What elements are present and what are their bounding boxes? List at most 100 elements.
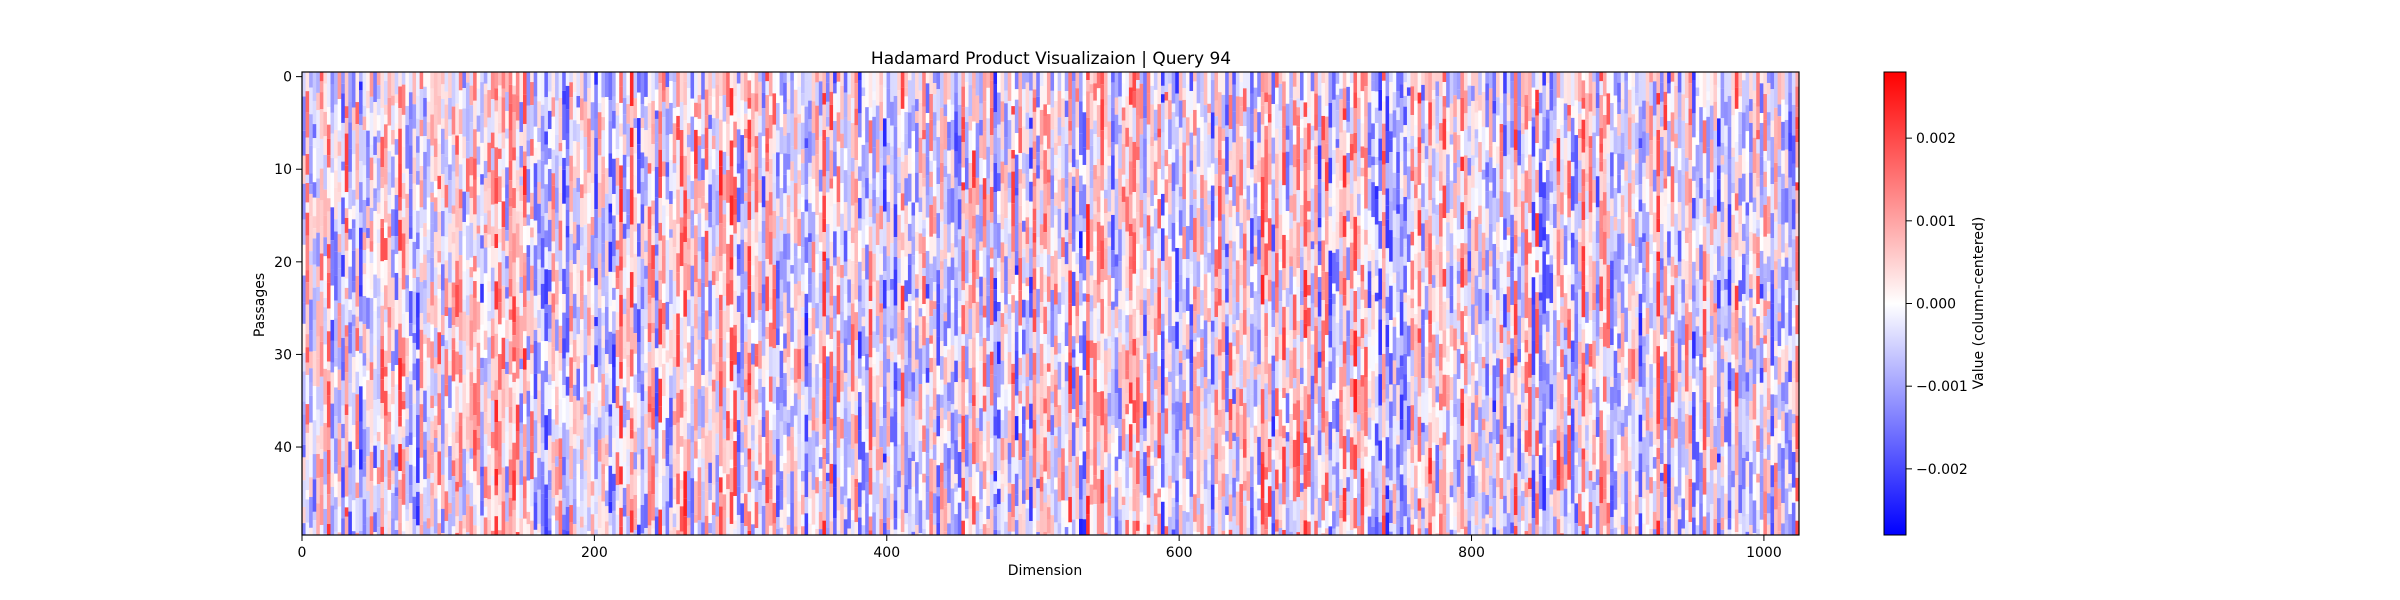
heatmap-cell [701,72,706,100]
heatmap-cell [508,516,513,535]
heatmap-cell [608,416,613,426]
heatmap-cell [808,284,813,303]
heatmap-cell [690,116,695,152]
heatmap-cell [626,189,631,215]
heatmap-cell [644,472,649,494]
heatmap-cell [408,336,413,372]
heatmap-cell [1111,142,1116,156]
heatmap-cell [441,174,445,199]
heatmap-cell [729,381,734,402]
heatmap-cell [629,376,634,408]
heatmap-cell [565,165,570,186]
heatmap-cell [850,510,855,521]
heatmap-cell [865,503,870,533]
heatmap-cell [601,222,606,244]
heatmap-cell [651,466,656,495]
heatmap-cell [915,359,920,369]
heatmap-cell [740,432,745,453]
heatmap-cell [473,471,478,505]
heatmap-cell [366,147,371,179]
heatmap-cell [861,144,866,172]
heatmap-cell [337,155,342,183]
heatmap-cell [615,149,620,158]
heatmap-cell [326,72,331,108]
heatmap-cell [644,156,649,191]
heatmap-cell [416,390,421,415]
heatmap-cell [351,392,356,426]
heatmap-cell [1096,72,1101,89]
heatmap-cell [423,116,428,137]
heatmap-cell [537,457,542,490]
heatmap-cell [1054,477,1059,490]
heatmap-cell [426,357,431,386]
heatmap-cell [786,473,791,505]
heatmap-cell [1025,419,1030,441]
heatmap-cell [344,404,349,416]
heatmap-cell [786,109,791,133]
heatmap-cell [387,226,392,238]
heatmap-cell [925,428,930,454]
heatmap-cell [947,138,952,151]
heatmap-cell [515,211,520,224]
heatmap-cell [448,307,453,328]
heatmap-cell [551,441,556,464]
heatmap-cell [868,120,873,154]
heatmap-cell [1061,304,1066,332]
heatmap-cell [761,72,766,93]
heatmap-cell [922,451,927,474]
heatmap-cell [344,298,349,326]
heatmap-cell [366,206,371,229]
heatmap-cell [986,386,991,406]
heatmap-cell [658,133,663,150]
heatmap-cell [544,304,549,313]
heatmap-cell [476,437,481,450]
heatmap-cell [975,123,980,148]
heatmap-cell [1107,237,1112,247]
heatmap-cell [715,329,720,362]
heatmap-cell [1000,384,1005,421]
heatmap-cell [751,291,756,323]
heatmap-cell [612,311,617,334]
heatmap-cell [601,325,606,348]
heatmap-cell [925,394,930,429]
heatmap-cell [1111,278,1116,291]
heatmap-cell [704,515,709,535]
heatmap-cell [394,496,399,521]
heatmap-cell [957,229,962,240]
heatmap-cell [915,419,920,451]
heatmap-cell [633,303,638,334]
heatmap-cell [825,269,830,293]
heatmap-cell [1079,133,1083,156]
heatmap-cell [444,457,449,492]
heatmap-cell [362,130,367,166]
heatmap-cell [957,326,962,362]
heatmap-cell [341,197,346,225]
heatmap-cell [815,394,820,418]
heatmap-cell [840,456,845,487]
heatmap-cell [929,406,934,428]
heatmap-cell [975,510,980,535]
heatmap-cell [947,523,952,535]
heatmap-cell [326,167,331,199]
heatmap-cell [473,281,478,298]
heatmap-cell [740,452,745,466]
heatmap-cell [882,337,887,352]
heatmap-cell [369,379,374,410]
heatmap-cell [530,411,535,437]
heatmap-cell [726,332,731,343]
heatmap-cell [1079,101,1083,134]
heatmap-cell [458,520,463,535]
heatmap-cell [729,492,734,524]
heatmap-cell [487,188,492,211]
heatmap-cell [840,148,845,184]
heatmap-cell [829,339,834,352]
heatmap-cell [1068,522,1073,535]
heatmap-cell [562,456,567,476]
heatmap-cell [348,322,353,334]
heatmap-cell [551,173,556,186]
heatmap-cell [1071,185,1076,217]
heatmap-cell [686,342,691,363]
heatmap-cell [822,459,827,490]
heatmap-cell [619,526,624,535]
heatmap-cell [437,212,442,231]
